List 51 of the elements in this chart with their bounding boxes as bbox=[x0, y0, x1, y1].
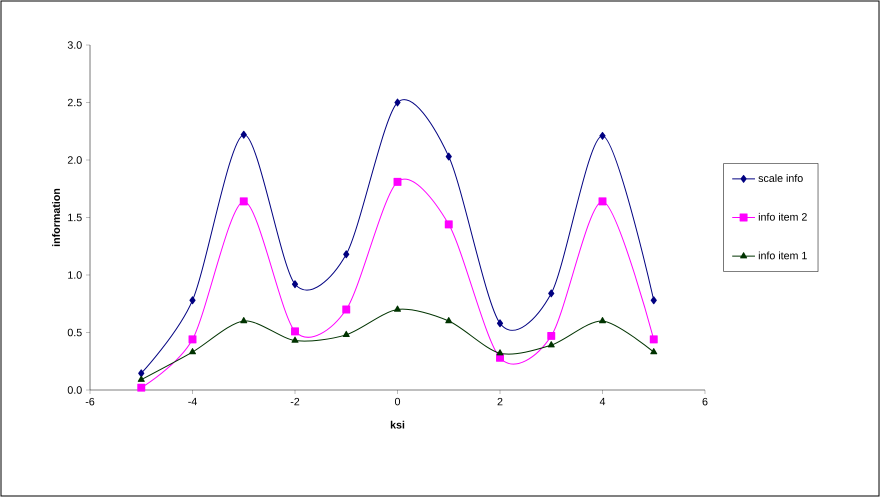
point bbox=[188, 335, 196, 344]
x-tick-label: -6 bbox=[86, 398, 94, 406]
point bbox=[445, 317, 452, 324]
point bbox=[444, 220, 453, 228]
point bbox=[240, 197, 248, 206]
point bbox=[650, 296, 657, 304]
y-tick-label: 0.5 bbox=[68, 328, 82, 336]
x-tick-label: 4 bbox=[600, 398, 606, 406]
point bbox=[137, 384, 146, 392]
point bbox=[599, 317, 606, 324]
y-tick-label: 1.5 bbox=[68, 214, 82, 222]
x-tick-label: 2 bbox=[498, 398, 502, 406]
point bbox=[394, 306, 402, 312]
x-tick-label: -2 bbox=[290, 398, 300, 406]
point bbox=[650, 348, 658, 354]
legend-label: info item 2 bbox=[758, 212, 807, 221]
point bbox=[496, 319, 504, 328]
point bbox=[548, 341, 555, 348]
x-tick-label: 0 bbox=[394, 398, 400, 406]
point bbox=[292, 336, 299, 343]
point bbox=[343, 250, 350, 258]
x-tick-label: -4 bbox=[188, 398, 197, 406]
point bbox=[240, 130, 247, 139]
point bbox=[599, 132, 606, 140]
point bbox=[496, 349, 504, 356]
point bbox=[240, 317, 248, 324]
point bbox=[138, 376, 145, 382]
point bbox=[547, 332, 556, 340]
point bbox=[446, 152, 452, 161]
point bbox=[650, 335, 658, 344]
point bbox=[548, 289, 554, 298]
point bbox=[138, 369, 144, 378]
y-tick-label: 2.0 bbox=[68, 156, 82, 164]
point bbox=[394, 98, 401, 106]
x-tick-label: 6 bbox=[702, 398, 708, 406]
point bbox=[394, 178, 402, 186]
point bbox=[598, 197, 606, 206]
point bbox=[342, 330, 350, 338]
legend-label: scale info bbox=[758, 174, 803, 182]
y-axis-title: information bbox=[52, 188, 60, 246]
x-axis-title: ksi bbox=[390, 420, 404, 429]
point bbox=[292, 280, 298, 288]
legend-label: info item 1 bbox=[758, 251, 807, 260]
point bbox=[189, 348, 196, 354]
y-tick-label: 1.0 bbox=[68, 271, 82, 279]
y-tick-label: 3.0 bbox=[68, 41, 82, 49]
point bbox=[189, 296, 196, 304]
y-tick-label: 0.0 bbox=[68, 386, 82, 394]
point bbox=[291, 327, 299, 336]
y-tick-label: 2.5 bbox=[68, 98, 82, 106]
point bbox=[342, 306, 350, 314]
